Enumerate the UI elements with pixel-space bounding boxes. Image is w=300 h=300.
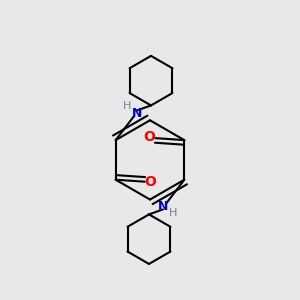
Text: H: H [169, 208, 178, 218]
Text: O: O [143, 130, 155, 145]
Text: N: N [158, 200, 168, 213]
Text: N: N [132, 107, 142, 120]
Text: O: O [145, 176, 157, 189]
Text: H: H [122, 101, 131, 111]
